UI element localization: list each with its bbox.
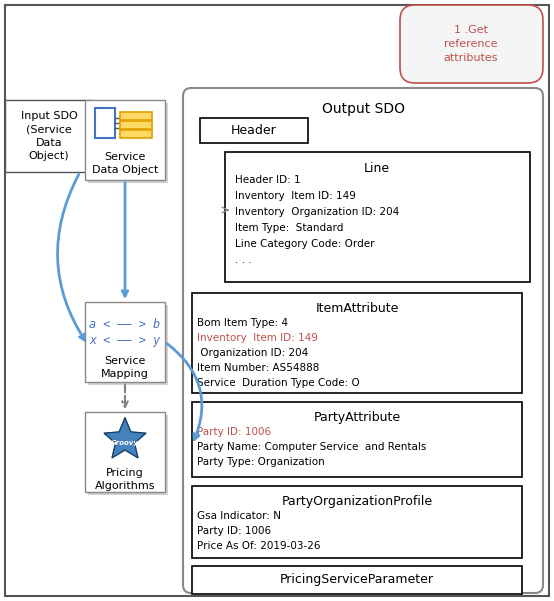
- Bar: [120, 112, 152, 120]
- Bar: [120, 121, 152, 129]
- Text: Pricing
Algorithms: Pricing Algorithms: [95, 468, 155, 491]
- FancyBboxPatch shape: [400, 5, 543, 83]
- Text: a < —— > b: a < —— > b: [89, 318, 161, 331]
- Text: Inventory  Organization ID: 204: Inventory Organization ID: 204: [235, 207, 399, 217]
- Text: Party Name: Computer Service  and Rentals: Party Name: Computer Service and Rentals: [197, 442, 427, 452]
- Text: Groovy: Groovy: [111, 440, 139, 446]
- Text: ItemAttribute: ItemAttribute: [315, 302, 399, 315]
- Text: Header: Header: [231, 123, 277, 136]
- Text: Gsa Indicator: N: Gsa Indicator: N: [197, 511, 281, 521]
- Text: Service
Data Object: Service Data Object: [92, 152, 158, 175]
- Bar: [200, 118, 308, 143]
- Bar: [85, 100, 165, 180]
- Text: Party ID: 1006: Party ID: 1006: [197, 427, 271, 437]
- Text: Item Type:  Standard: Item Type: Standard: [235, 223, 343, 233]
- Text: 1 .Get
reference
attributes: 1 .Get reference attributes: [444, 25, 498, 63]
- Bar: [88, 103, 168, 183]
- Bar: [192, 293, 522, 393]
- Bar: [120, 130, 152, 138]
- Bar: [95, 108, 115, 138]
- FancyBboxPatch shape: [183, 88, 543, 593]
- Bar: [85, 412, 165, 492]
- Text: Party ID: 1006: Party ID: 1006: [197, 526, 271, 536]
- Bar: [225, 152, 530, 282]
- Text: PartyAttribute: PartyAttribute: [314, 411, 401, 424]
- Text: Inventory  Item ID: 149: Inventory Item ID: 149: [235, 191, 356, 201]
- Text: Service  Duration Type Code: O: Service Duration Type Code: O: [197, 378, 360, 388]
- Bar: [192, 566, 522, 594]
- Text: Line Category Code: Order: Line Category Code: Order: [235, 239, 375, 249]
- Text: PartyOrganizationProfile: PartyOrganizationProfile: [281, 495, 433, 508]
- Bar: [5, 100, 93, 172]
- Bar: [88, 305, 168, 385]
- Text: Line: Line: [364, 162, 390, 175]
- Text: Party Type: Organization: Party Type: Organization: [197, 457, 325, 467]
- Text: Organization ID: 204: Organization ID: 204: [197, 348, 308, 358]
- Text: Bom Item Type: 4: Bom Item Type: 4: [197, 318, 288, 328]
- Text: Header ID: 1: Header ID: 1: [235, 175, 301, 185]
- Bar: [192, 402, 522, 477]
- Bar: [85, 302, 165, 382]
- Text: Output SDO: Output SDO: [321, 102, 404, 116]
- Bar: [192, 486, 522, 558]
- Polygon shape: [104, 418, 146, 458]
- Text: Service
Mapping: Service Mapping: [101, 356, 149, 379]
- Text: x < —— > y: x < —— > y: [89, 334, 161, 347]
- Text: . . .: . . .: [235, 255, 252, 265]
- Text: Item Number: AS54888: Item Number: AS54888: [197, 363, 319, 373]
- Text: Price As Of: 2019-03-26: Price As Of: 2019-03-26: [197, 541, 321, 551]
- Text: Inventory  Item ID: 149: Inventory Item ID: 149: [197, 333, 318, 343]
- Text: Input SDO
(Service
Data
Object): Input SDO (Service Data Object): [20, 111, 78, 161]
- Text: PricingServiceParameter: PricingServiceParameter: [280, 573, 434, 587]
- Bar: [88, 415, 168, 495]
